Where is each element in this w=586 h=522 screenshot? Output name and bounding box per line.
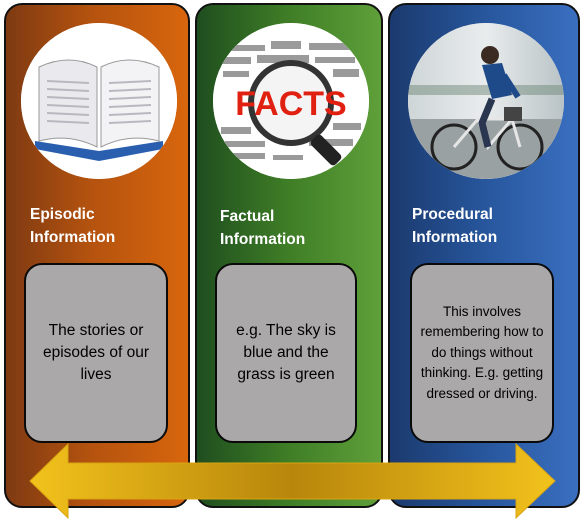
procedural-heading-line1: Procedural: [412, 206, 493, 223]
factual-description-box: e.g. The sky is blue and the grass is gr…: [215, 263, 357, 443]
factual-image-circle: FACTS: [213, 23, 369, 179]
episodic-heading-line2: Information: [30, 229, 116, 246]
cyclist-icon: [408, 23, 564, 179]
episodic-image-circle: [21, 23, 177, 179]
magnifier-facts-icon: FACTS: [213, 23, 369, 179]
episodic-heading: Episodic Information: [30, 203, 115, 249]
episodic-description-box: The stories or episodes of our lives: [24, 263, 168, 443]
procedural-description-box: This involves remembering how to do thin…: [410, 263, 554, 443]
facts-image-text: FACTS: [235, 85, 346, 123]
episodic-description: The stories or episodes of our lives: [43, 322, 149, 383]
factual-heading-line2: Information: [220, 231, 306, 248]
open-book-icon: [21, 23, 177, 179]
factual-heading: Factual Information: [220, 205, 305, 251]
procedural-panel: Procedural Information This involves rem…: [388, 3, 580, 508]
procedural-heading-line2: Information: [412, 229, 498, 246]
procedural-description: This involves remembering how to do thin…: [420, 303, 544, 401]
episodic-panel: Episodic Information The stories or epis…: [4, 3, 190, 508]
procedural-heading: Procedural Information: [412, 203, 497, 249]
episodic-heading-line1: Episodic: [30, 206, 95, 223]
factual-heading-line1: Factual: [220, 208, 275, 225]
procedural-image-circle: [408, 23, 564, 179]
factual-description: e.g. The sky is blue and the grass is gr…: [236, 322, 336, 383]
factual-panel: FACTS Factual Information e.g. The sky i…: [195, 3, 383, 508]
